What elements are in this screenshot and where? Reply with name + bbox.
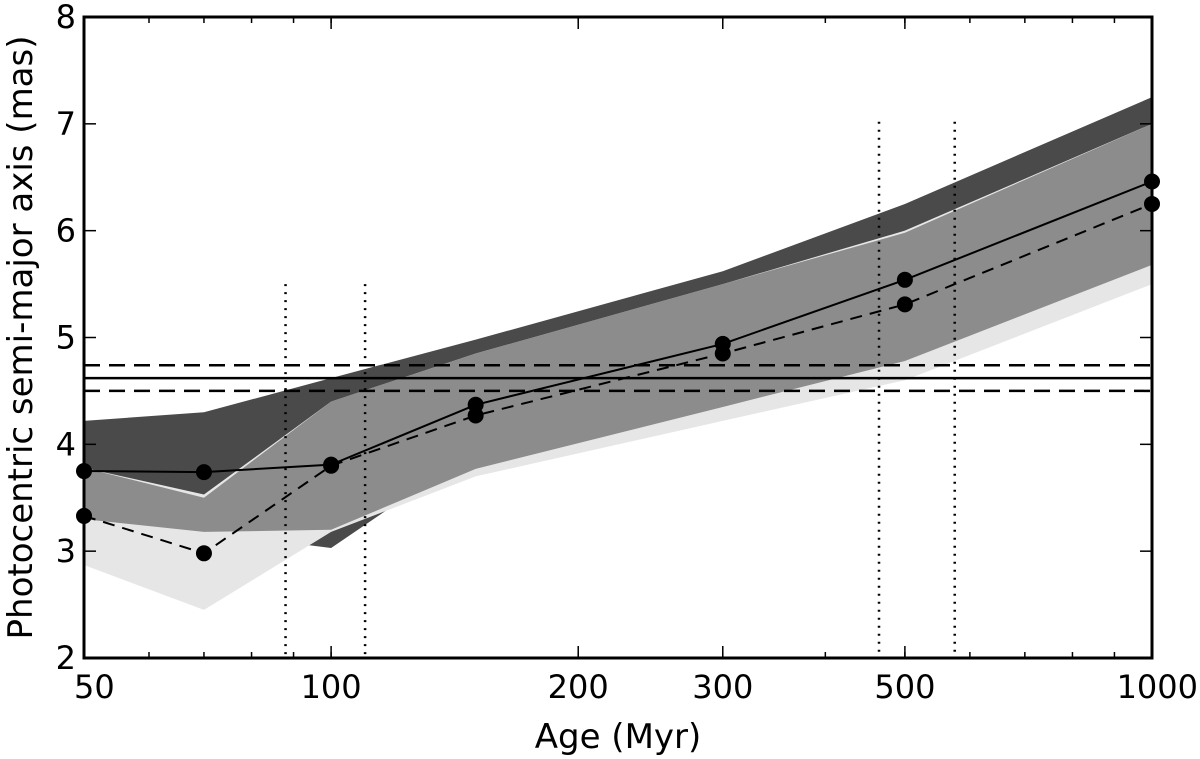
x-tick-label: 500 <box>874 668 935 706</box>
data-point <box>195 545 212 562</box>
data-point <box>323 457 340 474</box>
x-tick-label: 1000 <box>1117 668 1198 706</box>
x-tick-label: 50 <box>74 668 115 706</box>
age-limit-lines <box>284 121 956 658</box>
y-tick-label: 4 <box>56 425 76 463</box>
y-tick-label: 6 <box>56 212 76 250</box>
y-tick-label: 8 <box>56 0 76 36</box>
y-tick-label: 5 <box>56 319 76 357</box>
reference-lines <box>84 364 1152 393</box>
data-point <box>896 296 913 313</box>
data-point <box>467 407 484 424</box>
y-tick-label: 7 <box>56 105 76 143</box>
x-tick-label: 100 <box>301 668 362 706</box>
y-tick-label: 3 <box>56 532 76 570</box>
confidence-bands <box>84 97 1152 610</box>
data-point <box>714 345 731 362</box>
band-3 <box>84 123 1152 532</box>
x-axis-label: Age (Myr) <box>535 717 702 757</box>
data-point <box>195 464 212 481</box>
data-point <box>896 271 913 288</box>
x-tick-label: 200 <box>548 668 609 706</box>
y-tick-labels: 2 3 4 5 6 7 8 <box>56 0 76 677</box>
x-tick-label: 300 <box>692 668 753 706</box>
y-tick-label: 2 <box>56 639 76 677</box>
x-tick-labels: 50 100 200 300 500 1000 <box>74 668 1198 706</box>
y-axis-label: Photocentric semi-major axis (mas) <box>1 36 41 640</box>
axis-ticks <box>83 16 1153 659</box>
